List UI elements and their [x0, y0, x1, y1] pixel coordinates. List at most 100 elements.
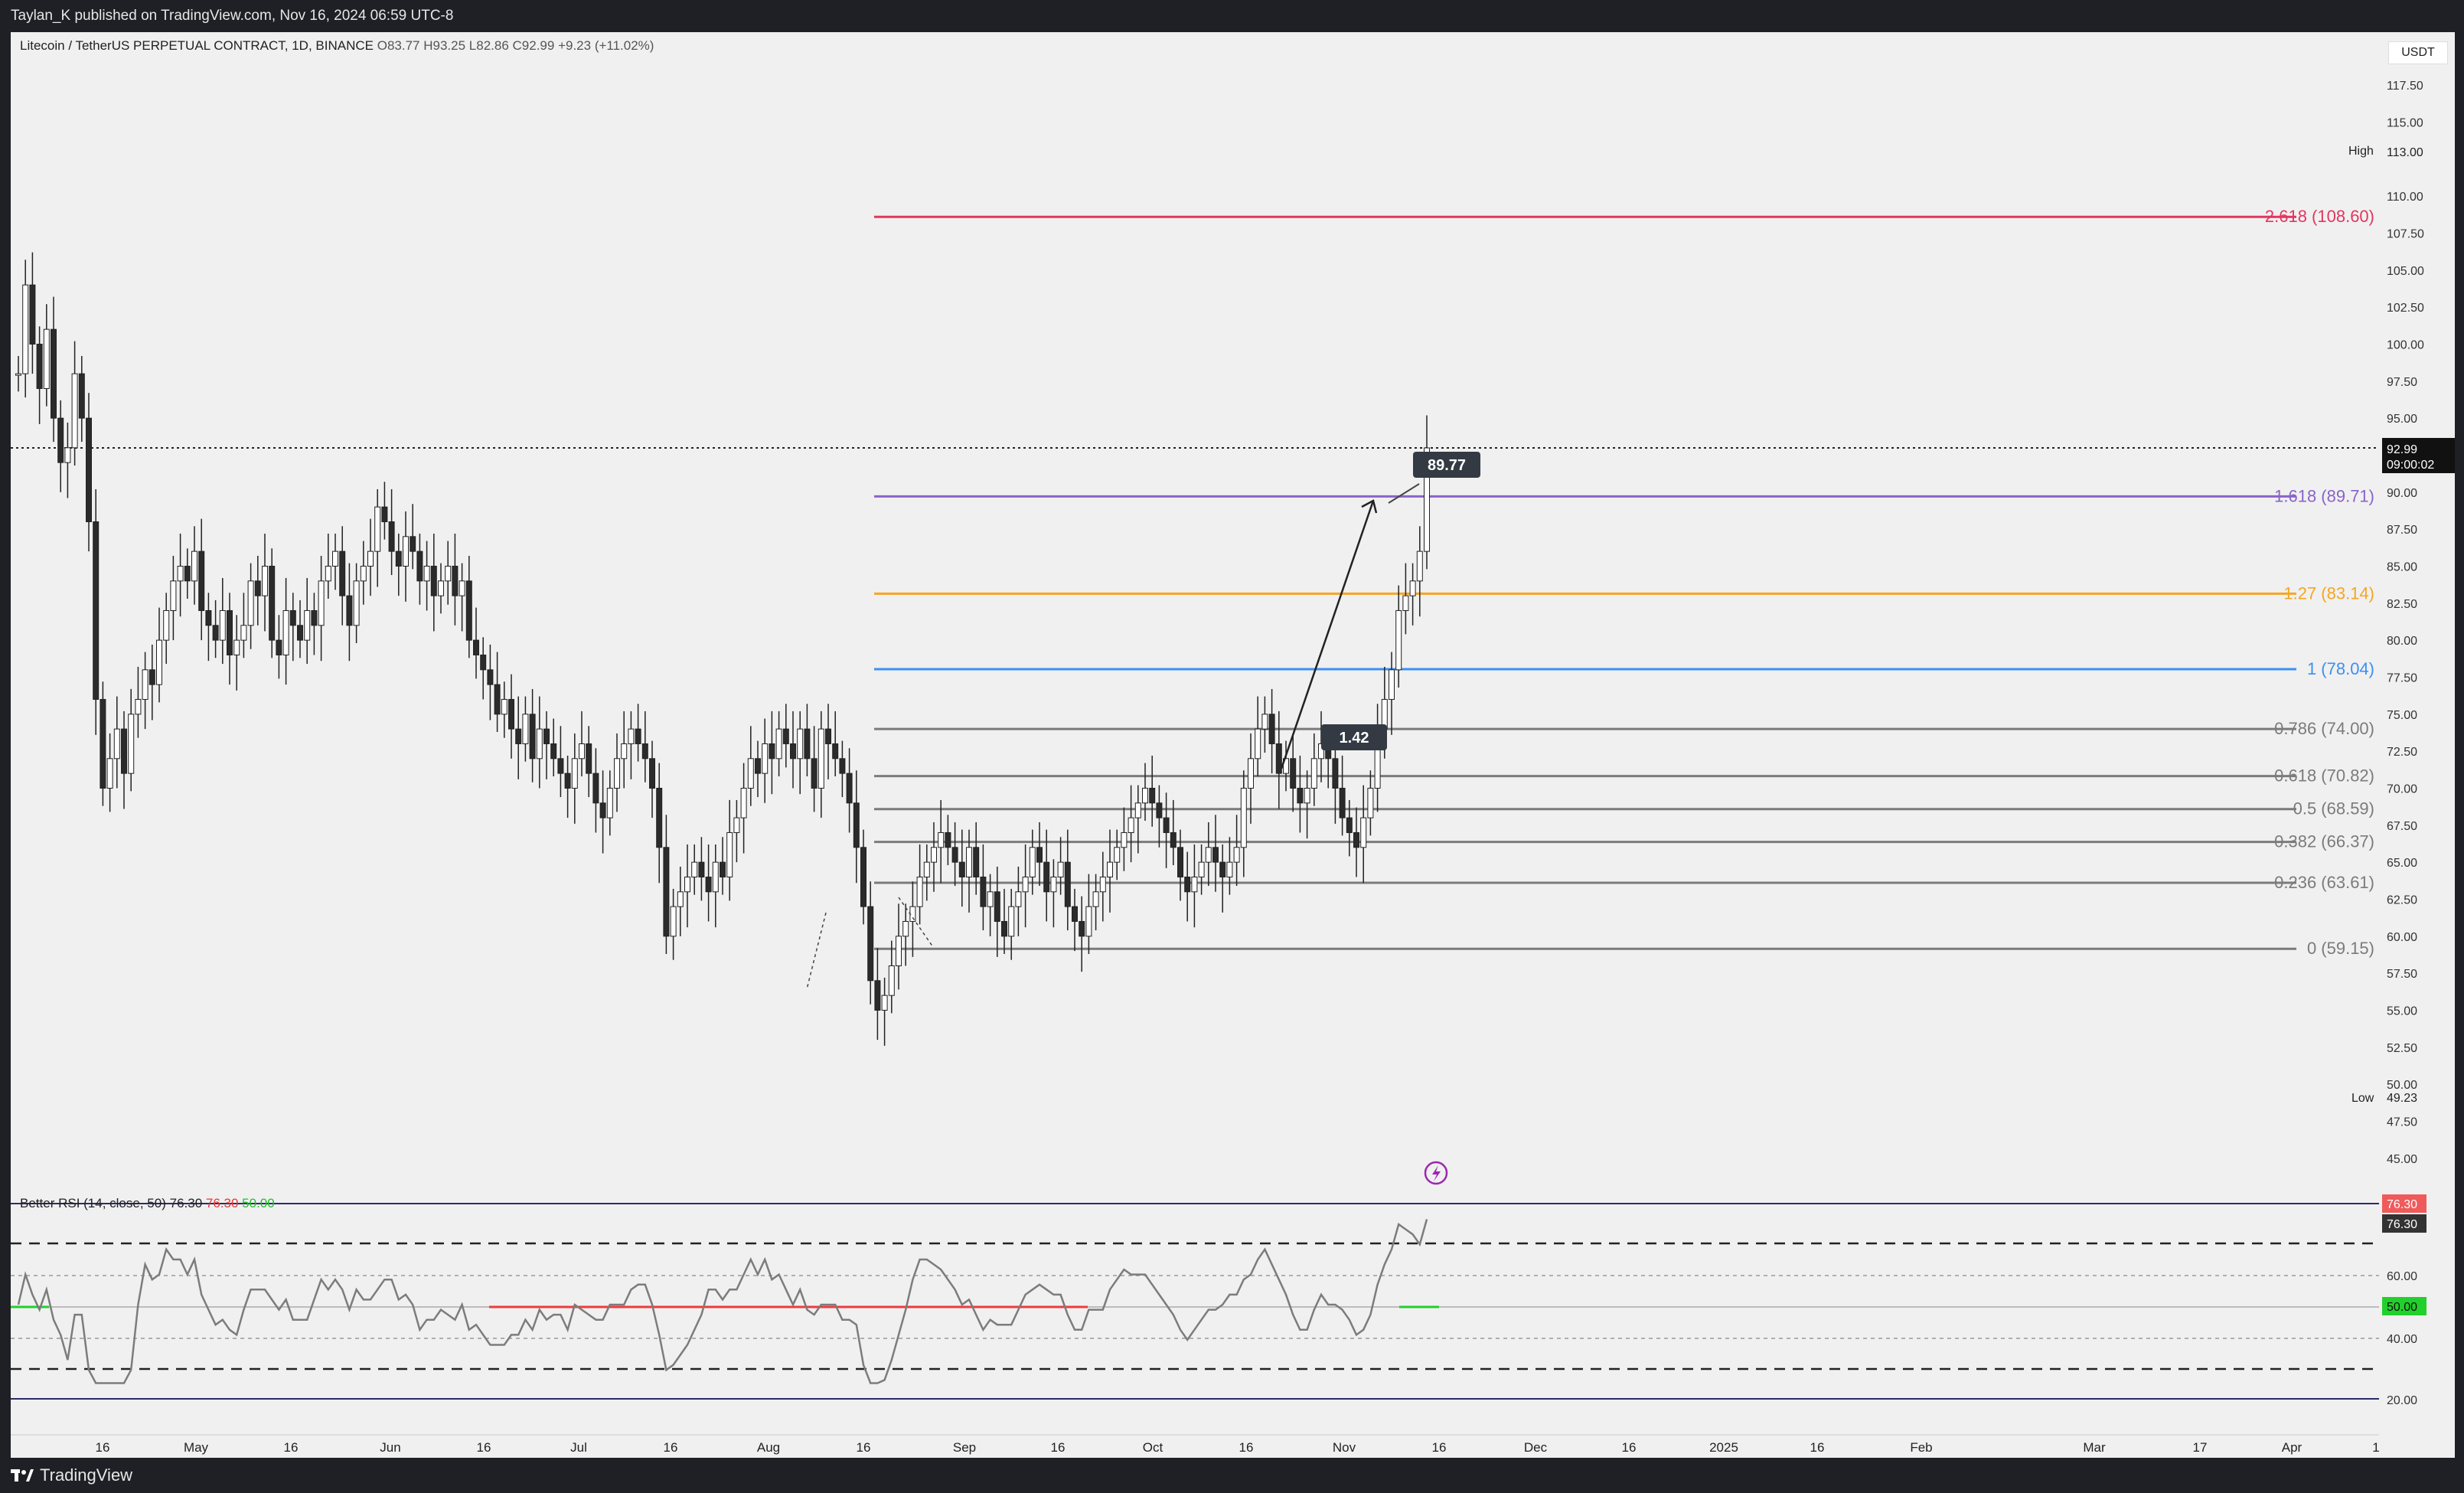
candle-body	[1085, 906, 1092, 937]
currency-selector[interactable]: USDT	[2388, 41, 2448, 64]
target-box[interactable]: 89.77	[1413, 452, 1480, 478]
time-tick: 16	[284, 1440, 299, 1455]
candle-body	[43, 328, 50, 389]
last-price: 92.99	[2387, 443, 2417, 456]
rsi-legend[interactable]: Better RSI (14, close, 50) 76.30 76.30 5…	[20, 1196, 275, 1211]
price-tick: 77.50	[2387, 671, 2417, 684]
fib-level-label: 2.618 (108.60)	[2265, 207, 2374, 226]
candle-body	[1163, 817, 1170, 833]
candle-body	[606, 787, 613, 818]
fib-level-label: 1 (78.04)	[2307, 659, 2374, 678]
candle-body	[720, 861, 726, 877]
chart-area[interactable]: 117.50 115.00 110.00 107.50 105.00 102.50 100.…	[11, 32, 2455, 1458]
candle-body	[1036, 847, 1043, 863]
time-axis[interactable]: 16 May 16 Jun 16 Jul 16 Aug 16 Sep 16 Oct 16 Nov 16 Dec…	[96, 1440, 2380, 1455]
high-value: 113.00	[2387, 146, 2423, 159]
fibonacci-extension[interactable]: 2.618 (108.60) 1.618 (89.71) 1.27 (83.14) 1…	[874, 207, 2374, 958]
candle-body	[1121, 831, 1128, 848]
flash-icon[interactable]	[1424, 1161, 1448, 1185]
tradingview-icon	[11, 1469, 34, 1482]
candle-body	[712, 861, 719, 893]
time-tick: 17	[2193, 1440, 2208, 1455]
tradingview-logo[interactable]: TradingView	[11, 1465, 132, 1485]
price-tick: 70.00	[2387, 782, 2417, 796]
candle-body	[1092, 891, 1099, 907]
high-label: High	[2348, 145, 2374, 158]
price-axis[interactable]	[2379, 32, 2455, 1458]
time-tick: 16	[477, 1440, 491, 1455]
last-price-badge	[2382, 438, 2455, 473]
candle-body	[1008, 906, 1015, 937]
price-tick: 72.50	[2387, 746, 2417, 759]
candle-body	[938, 831, 945, 848]
candle-body	[501, 698, 507, 715]
candle-body	[170, 580, 177, 611]
candle-body	[508, 698, 514, 730]
candle-body	[790, 743, 796, 760]
candle-body	[148, 669, 155, 685]
candle-body	[839, 758, 846, 774]
candle-body	[1248, 758, 1254, 789]
candle-body	[219, 609, 226, 641]
candle-body	[100, 698, 106, 789]
rsi-tick-60: 60.00	[2387, 1270, 2417, 1283]
price-tick: 102.50	[2387, 302, 2424, 315]
candle-body	[1367, 787, 1374, 818]
symbol-legend[interactable]: Litecoin / TetherUS PERPETUAL CONTRACT, …	[20, 38, 654, 54]
candle-body	[374, 506, 381, 552]
candle-body	[1424, 447, 1430, 552]
candle-body	[1226, 861, 1233, 877]
rsi-series	[17, 1219, 1428, 1384]
candle-body	[332, 550, 338, 567]
candle-body	[459, 580, 465, 596]
candle-body	[916, 876, 923, 907]
ohlc-low: L82.86	[468, 38, 509, 53]
price-tick: 55.00	[2387, 1005, 2417, 1018]
candle-body	[381, 506, 388, 522]
candle-body	[1261, 714, 1268, 730]
candle-body	[1177, 847, 1183, 877]
candle-body	[1072, 906, 1078, 922]
ohlc-change: +9.23 (+11.02%)	[558, 38, 654, 53]
candle-body	[649, 758, 655, 789]
mid-box[interactable]: 1.42	[1321, 724, 1387, 750]
candle-body	[1240, 787, 1247, 848]
candle-body	[994, 891, 1000, 922]
price-chart[interactable]: 117.50 115.00 110.00 107.50 105.00 102.50 100.…	[11, 32, 2455, 1458]
projection-arrow[interactable]	[806, 483, 1420, 990]
candle-body	[15, 373, 21, 376]
time-tick: 1	[2372, 1440, 2379, 1455]
svg-text:1.42: 1.42	[1340, 730, 1369, 746]
time-tick: 16	[1810, 1440, 1825, 1455]
candle-body	[184, 565, 191, 582]
rsi-tick-20: 20.00	[2387, 1394, 2417, 1407]
candle-body	[592, 773, 599, 804]
candle-body	[438, 580, 444, 596]
candle-body	[311, 609, 318, 626]
candle-body	[1114, 847, 1121, 863]
candle-body	[888, 965, 895, 996]
candle-body	[973, 847, 980, 877]
price-tick: 62.50	[2387, 894, 2417, 907]
candle-body	[543, 728, 550, 744]
price-ticks: 117.50 115.00 110.00 107.50 105.00 102.50 100.…	[2387, 80, 2424, 1166]
fib-level-label: 1.27 (83.14)	[2283, 583, 2374, 603]
candle-body	[726, 831, 733, 877]
candle-body	[1205, 847, 1212, 863]
rsi-badge-50	[2382, 1297, 2426, 1315]
candle-body	[494, 684, 501, 715]
candle-body	[1043, 861, 1050, 893]
svg-text:76.30: 76.30	[2387, 1198, 2417, 1211]
candle-body	[1255, 728, 1261, 760]
candle-body	[599, 802, 606, 818]
candle-body	[698, 861, 705, 877]
price-tick: 60.00	[2387, 931, 2417, 944]
price-tick: 90.00	[2387, 487, 2417, 500]
candle-body	[1191, 876, 1198, 893]
candle-body	[452, 565, 459, 596]
candle-body	[733, 817, 740, 833]
candle-body	[1339, 787, 1346, 818]
candle-body	[487, 669, 494, 685]
candle-body	[36, 343, 43, 389]
candle-body	[1353, 831, 1359, 848]
